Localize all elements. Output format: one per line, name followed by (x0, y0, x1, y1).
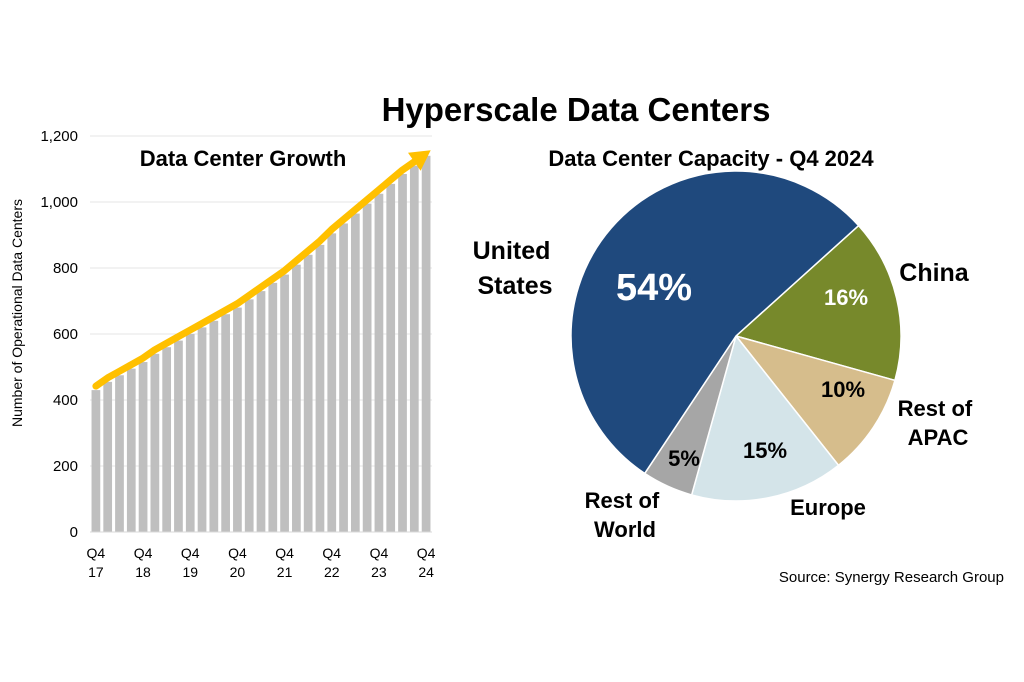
pct-label-rest-of-apac: 10% (821, 377, 865, 402)
label-united-states: United States (473, 237, 558, 300)
trend-arrow (92, 150, 431, 390)
bar (386, 183, 396, 532)
bar (292, 264, 301, 532)
x-tick-labels: Q4 17 Q4 18 Q4 19 Q4 20 Q4 21 Q4 22 Q4 23 Q4 24 (87, 545, 436, 580)
bar (362, 203, 372, 532)
bar (374, 193, 384, 532)
trend-arrow-head (408, 150, 431, 171)
bar-chart-title: Data Center Growth (140, 146, 347, 171)
pct-label-rest-of-world: 5% (668, 446, 700, 471)
label-rest-of-apac: Rest of APAC (898, 396, 979, 450)
bar (221, 314, 230, 532)
bar (327, 233, 337, 532)
pct-label-united-states: 54% (616, 267, 692, 309)
y-tick-label: 800 (53, 260, 78, 277)
bar (150, 353, 160, 532)
x-tick-label: Q4 21 (275, 545, 294, 580)
bar (115, 375, 124, 532)
bar (244, 299, 254, 532)
bar (268, 282, 278, 532)
y-tick-label: 1,200 (40, 128, 78, 145)
bar-chart: 0 200 400 600 800 1,000 1,200 Q4 17 Q4 18 Q4 19 Q4 20… (9, 128, 436, 580)
bar (126, 368, 136, 532)
bar (409, 165, 419, 532)
bar (350, 213, 360, 533)
y-tick-label: 1,000 (40, 194, 78, 211)
pie-percent-labels: 16% 10% 15% 5% 54% (616, 267, 868, 471)
x-tick-label: Q4 23 (370, 545, 389, 580)
bar (197, 327, 207, 532)
bar (91, 390, 101, 532)
label-europe: Europe (790, 495, 866, 520)
bar (174, 340, 183, 532)
trend-arrow-line (92, 158, 418, 390)
x-tick-label: Q4 22 (322, 545, 341, 580)
y-tick-label: 400 (53, 392, 78, 409)
pct-label-europe: 15% (743, 438, 787, 463)
pie-slice-china (734, 224, 902, 382)
bar (209, 320, 219, 532)
y-axis-label: Number of Operational Data Centers (9, 199, 25, 427)
bar (421, 155, 431, 533)
x-tick-label: Q4 17 (87, 545, 106, 580)
pie-slice-europe (690, 334, 840, 502)
y-tick-label: 0 (70, 524, 78, 541)
bar (280, 274, 289, 532)
bar (339, 223, 348, 532)
x-tick-label: Q4 24 (417, 545, 436, 580)
x-tick-label: Q4 20 (228, 545, 247, 580)
label-rest-of-world: Rest of World (585, 488, 666, 542)
bar (315, 244, 325, 532)
bar (303, 254, 313, 533)
pie-slice-united-states (570, 170, 860, 475)
pie-slices (570, 170, 902, 502)
bar (138, 362, 148, 532)
bar (398, 173, 407, 532)
bar (185, 334, 195, 532)
bar (256, 291, 266, 532)
pie-slice-rest-of-apac (733, 334, 896, 467)
pct-label-china: 16% (824, 285, 868, 310)
main-title: Hyperscale Data Centers (382, 91, 771, 128)
label-china: China (899, 259, 970, 287)
bar (103, 381, 113, 532)
source-note: Source: Synergy Research Group (779, 569, 1004, 586)
x-tick-label: Q4 19 (181, 545, 200, 580)
bars (91, 155, 431, 533)
pie-chart: Data Center Capacity - Q4 2024 16% 10% 15%… (473, 146, 979, 542)
x-tick-label: Q4 18 (134, 545, 153, 580)
bar (233, 307, 242, 532)
y-tick-label: 600 (53, 326, 78, 343)
bar (162, 347, 172, 532)
y-tick-label: 200 (53, 458, 78, 475)
y-tick-labels: 0 200 400 600 800 1,000 1,200 (40, 128, 78, 541)
pie-chart-title: Data Center Capacity - Q4 2024 (548, 146, 874, 171)
